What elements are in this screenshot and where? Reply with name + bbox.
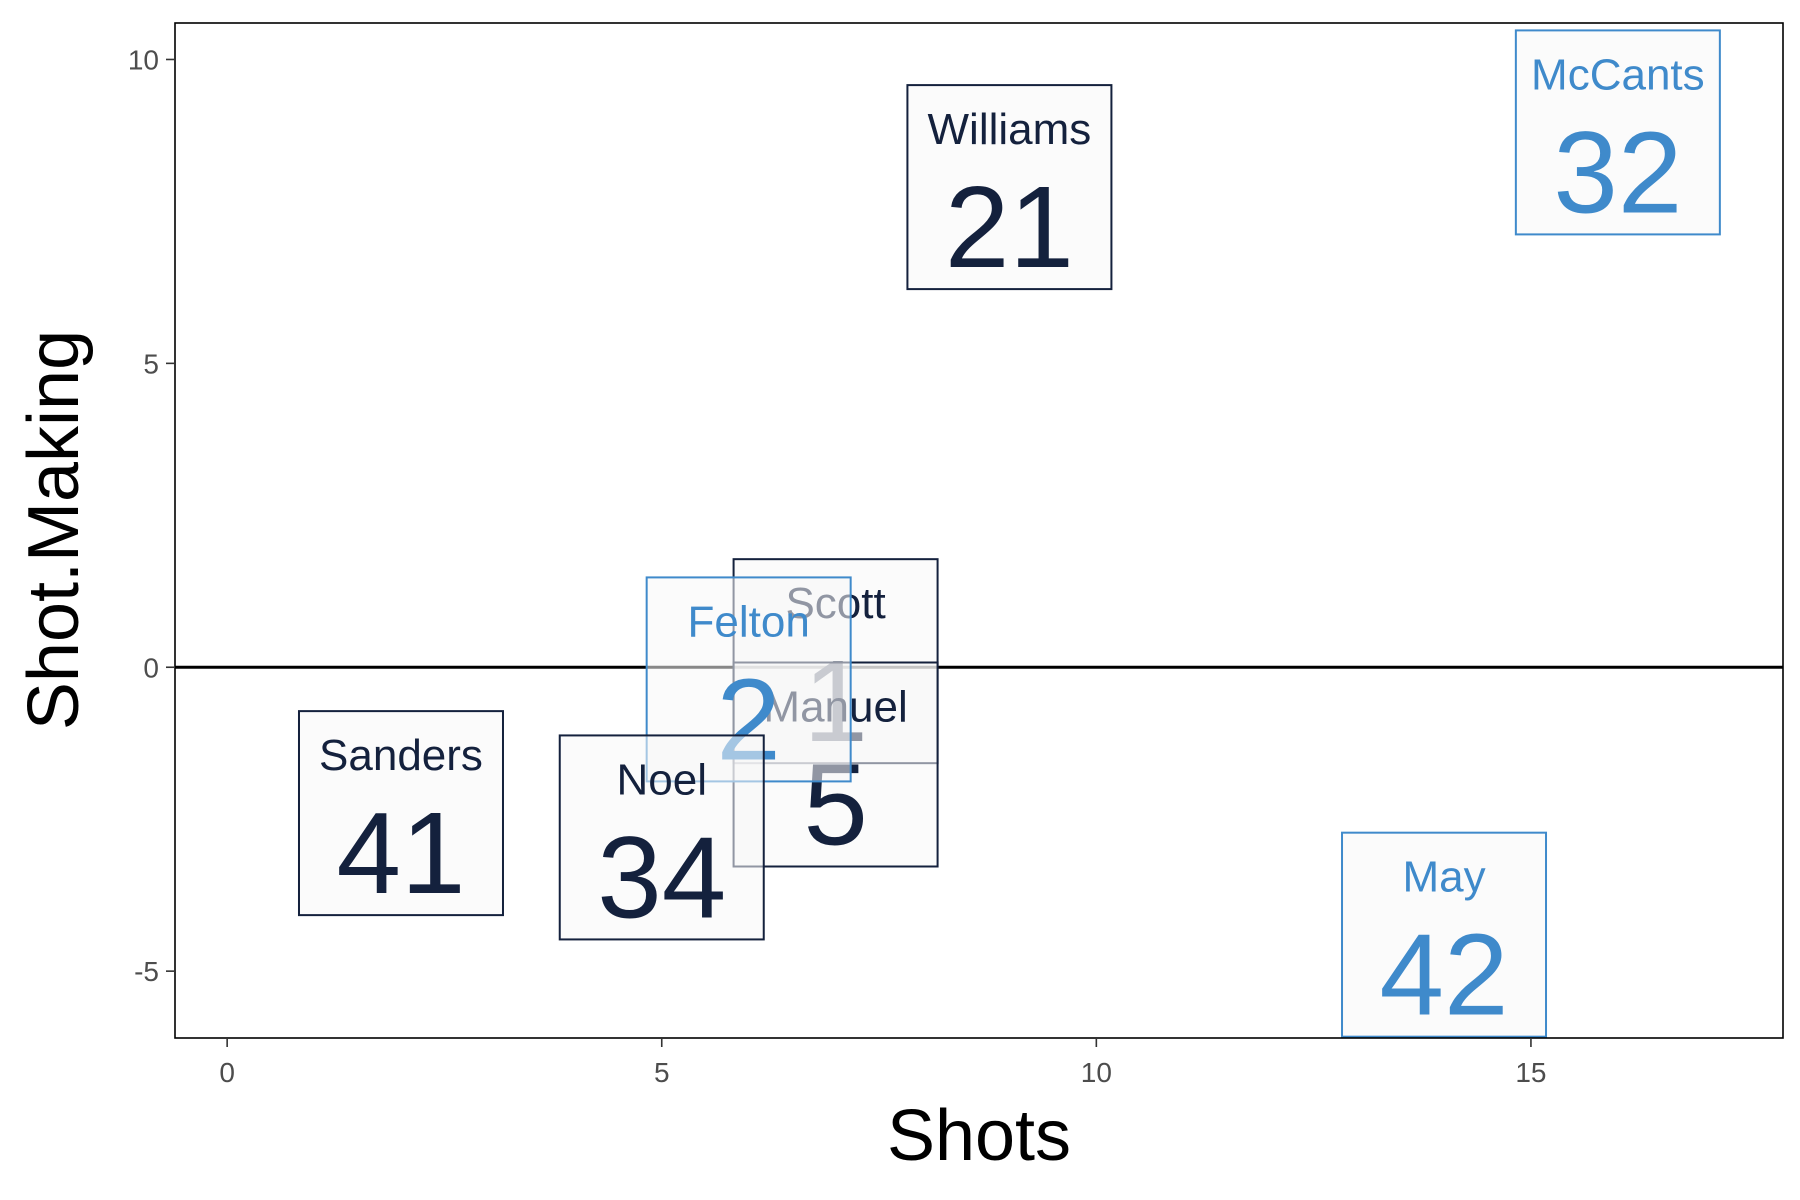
point-label-noel: Noel 34	[558, 734, 765, 942]
x-axis-title: Shots	[887, 1096, 1071, 1176]
x-tick-label: 5	[654, 1057, 670, 1088]
point-name: Sanders	[319, 731, 483, 780]
y-axis-title: Shot.Making	[14, 330, 94, 730]
point-name: May	[1402, 853, 1485, 902]
point-box	[1514, 29, 1721, 236]
point-number: 42	[1380, 910, 1509, 1040]
point-label-mccants: McCants 32	[1514, 29, 1721, 237]
point-box	[1341, 831, 1548, 1038]
point-name: McCants	[1531, 50, 1705, 99]
plot-border	[174, 22, 1784, 1039]
y-tick-label: -5	[134, 956, 159, 987]
x-tick-label: 15	[1515, 1057, 1546, 1088]
point-name: Felton	[688, 597, 810, 646]
y-tick-label: 0	[143, 652, 159, 683]
point-label-may: May 42	[1341, 831, 1548, 1040]
y-tick-label: 5	[143, 348, 159, 379]
point-number: 41	[336, 788, 465, 918]
x-tick-label: 10	[1081, 1057, 1112, 1088]
point-label-sanders: Sanders 41	[297, 710, 504, 918]
point-name: Noel	[616, 755, 707, 804]
point-box	[558, 734, 765, 941]
point-name: Williams	[928, 105, 1092, 154]
y-tick-label: 10	[128, 44, 159, 75]
point-number: 21	[945, 162, 1074, 292]
point-label-williams: Williams 21	[906, 84, 1113, 292]
point-number: 34	[597, 812, 726, 942]
point-box	[906, 84, 1113, 291]
point-number: 32	[1553, 107, 1682, 237]
point-box	[297, 710, 504, 917]
x-tick-label: 0	[219, 1057, 235, 1088]
